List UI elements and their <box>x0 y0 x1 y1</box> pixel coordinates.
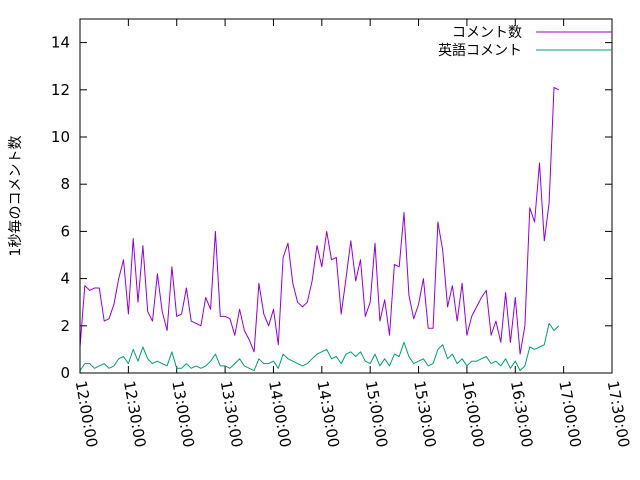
y-axis: 0 2 4 6 8 10 12 14 <box>51 34 612 382</box>
y-tick-label: 8 <box>60 175 70 193</box>
legend-label-1: コメント数 <box>452 25 522 41</box>
plot-series <box>79 86 560 372</box>
y-tick-label: 10 <box>51 128 70 146</box>
y-tick-label: 14 <box>51 34 70 52</box>
plot-border <box>79 18 613 374</box>
series-line-1 <box>79 86 560 355</box>
y-tick-label: 6 <box>60 222 70 240</box>
y-tick-label: 12 <box>51 81 70 99</box>
y-tick-label: 0 <box>60 364 70 382</box>
y-tick-label: 2 <box>60 317 70 335</box>
series-line-2 <box>79 322 560 372</box>
legend-label-2: 英語コメント <box>438 42 522 59</box>
y-tick-label: 4 <box>60 270 70 288</box>
y-axis-label: 1秒毎のコメント数 <box>8 136 24 257</box>
